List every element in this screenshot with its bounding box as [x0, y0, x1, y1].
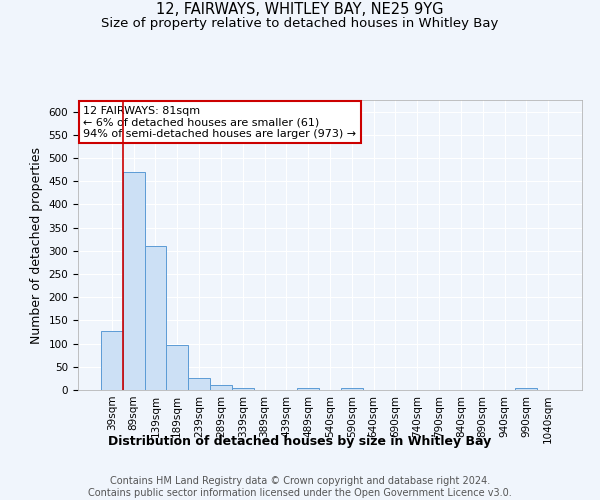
Bar [145, 246, 166, 390]
Bar [210, 386, 232, 390]
Bar [101, 330, 123, 390]
Text: Size of property relative to detached houses in Whitley Bay: Size of property relative to detached ho… [101, 18, 499, 30]
Text: 12, FAIRWAYS, WHITLEY BAY, NE25 9YG: 12, FAIRWAYS, WHITLEY BAY, NE25 9YG [156, 2, 444, 18]
Text: Distribution of detached houses by size in Whitley Bay: Distribution of detached houses by size … [109, 435, 491, 448]
Bar [166, 346, 188, 390]
Bar [188, 378, 210, 390]
Bar [123, 172, 145, 390]
Bar [341, 388, 363, 390]
Bar [297, 388, 319, 390]
Y-axis label: Number of detached properties: Number of detached properties [30, 146, 43, 344]
Bar [515, 388, 537, 390]
Text: 12 FAIRWAYS: 81sqm
← 6% of detached houses are smaller (61)
94% of semi-detached: 12 FAIRWAYS: 81sqm ← 6% of detached hous… [83, 106, 356, 139]
Bar [232, 388, 254, 390]
Text: Contains HM Land Registry data © Crown copyright and database right 2024.
Contai: Contains HM Land Registry data © Crown c… [88, 476, 512, 498]
